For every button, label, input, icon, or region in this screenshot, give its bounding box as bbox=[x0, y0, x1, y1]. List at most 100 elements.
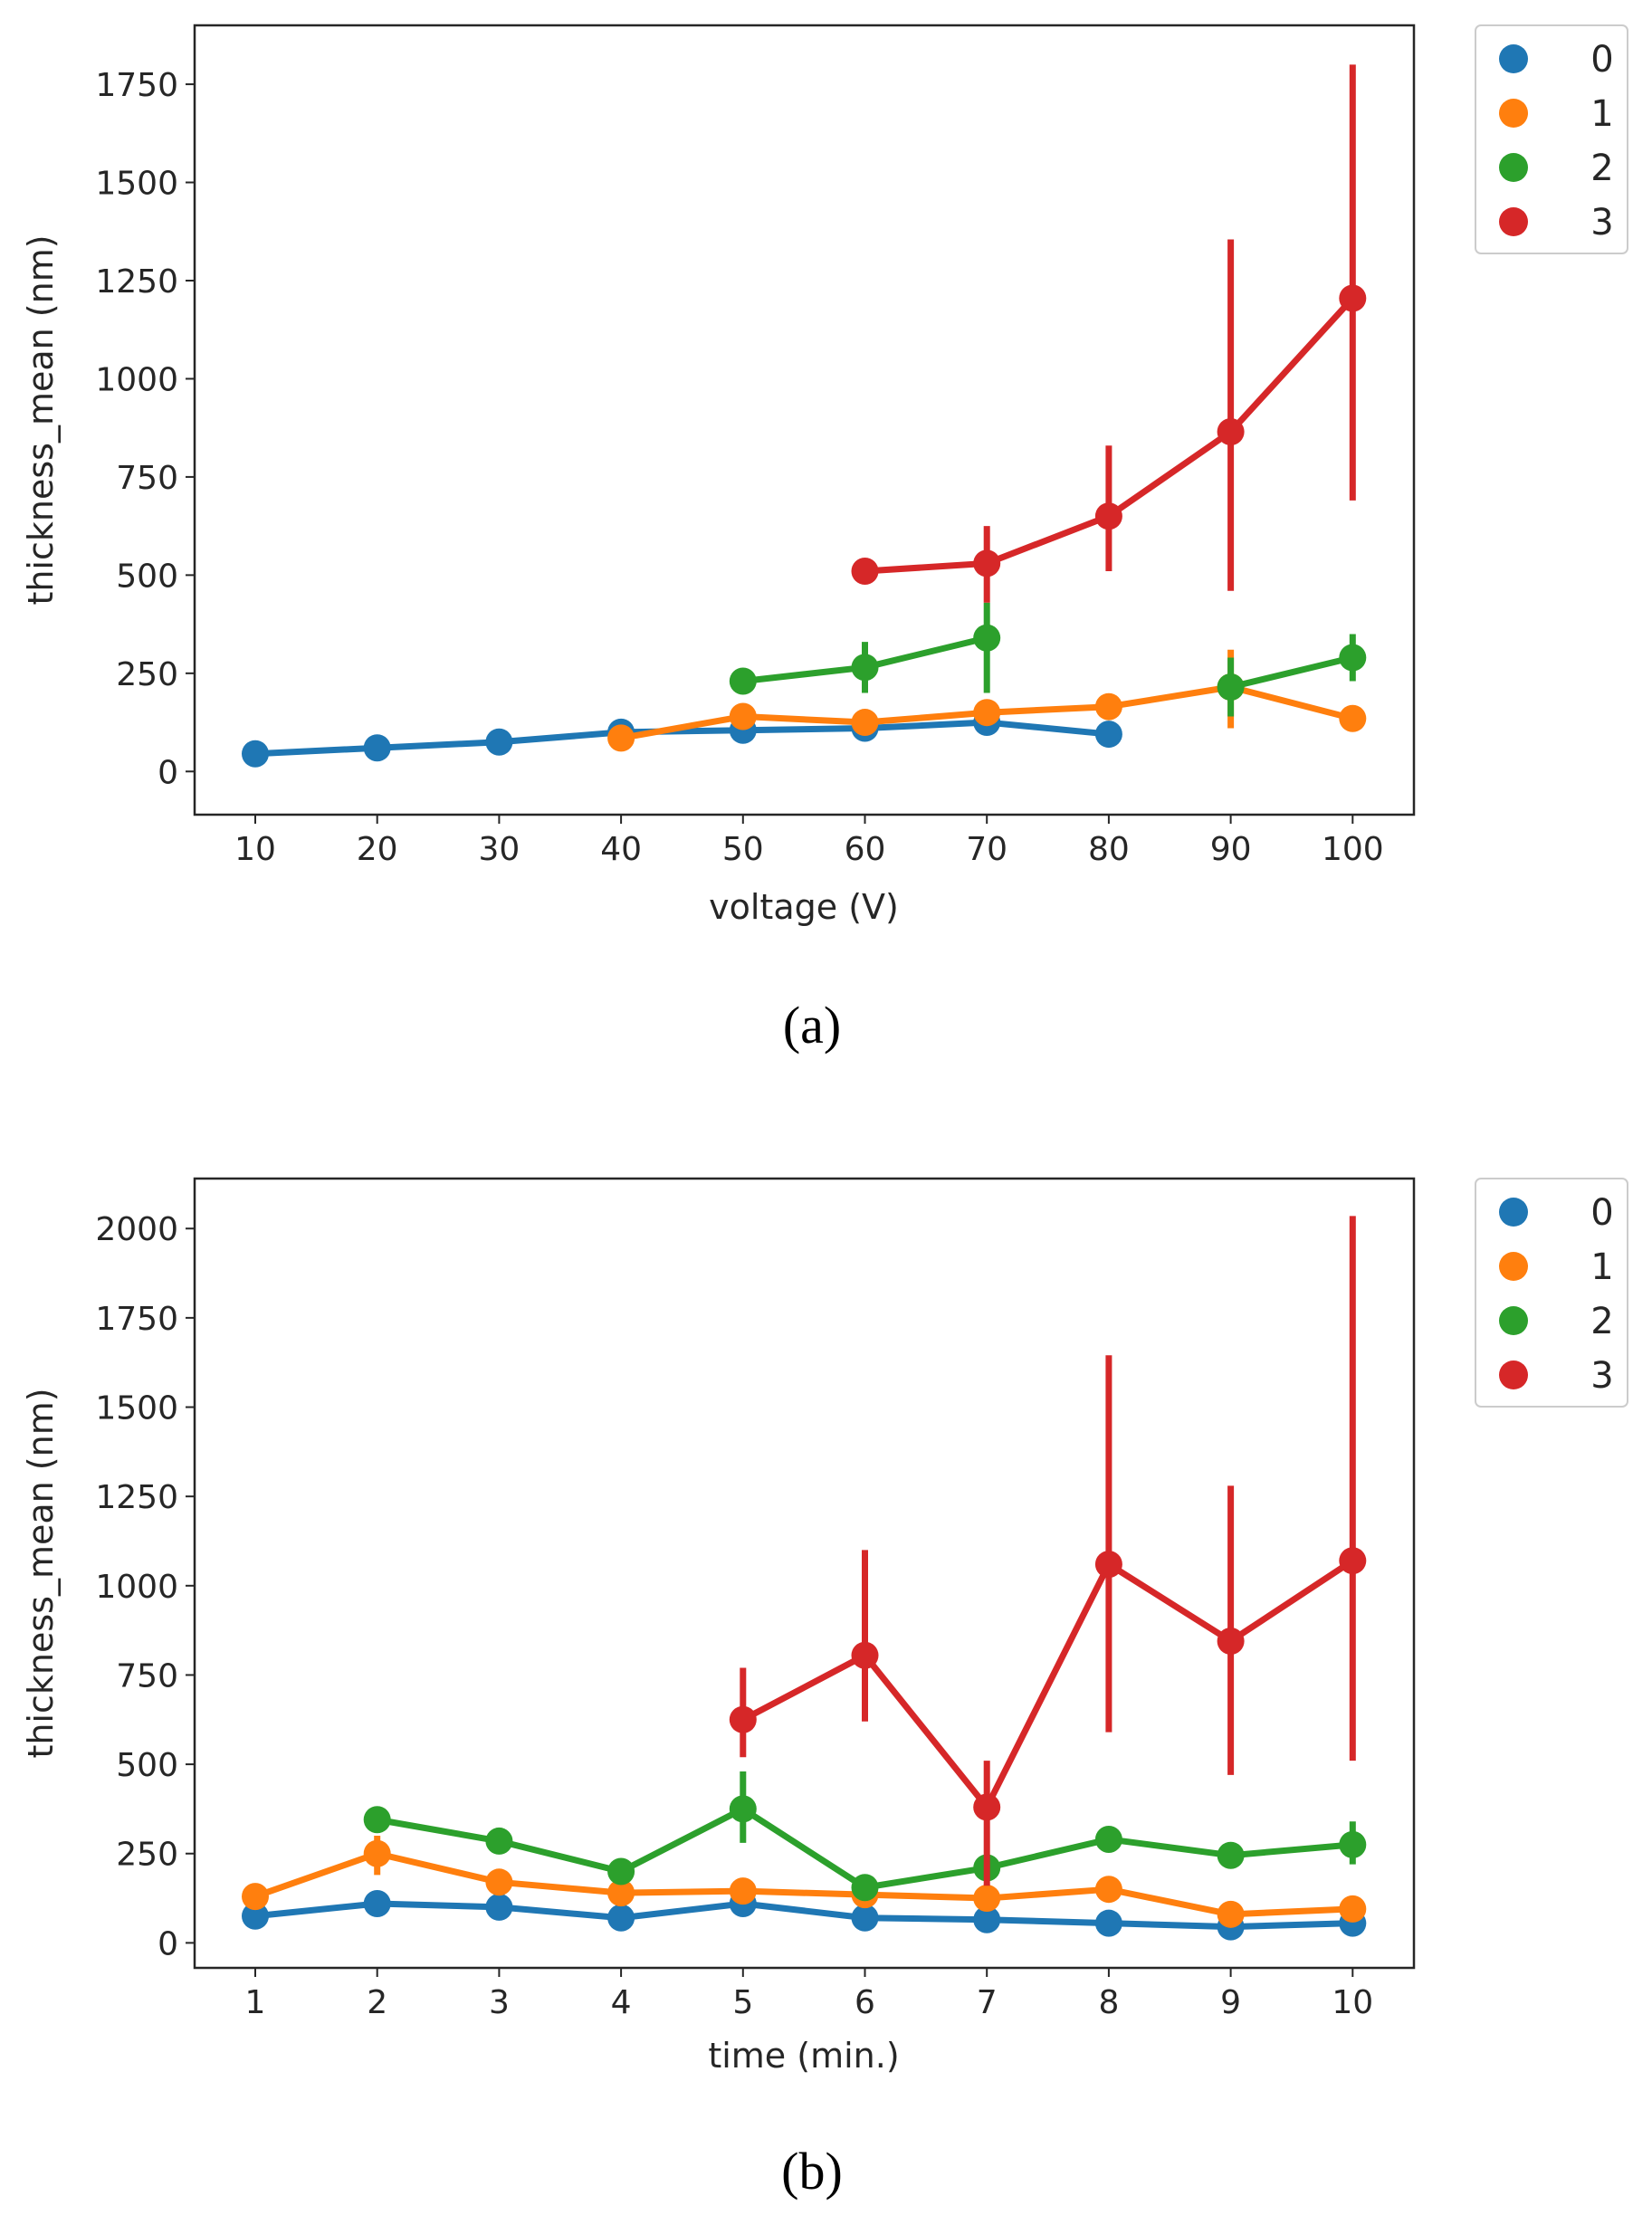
data-point bbox=[1217, 1900, 1245, 1928]
legend-label: 3 bbox=[1590, 1355, 1613, 1397]
series-2 bbox=[363, 1771, 1367, 1902]
data-point bbox=[973, 699, 1001, 727]
series-3 bbox=[851, 64, 1367, 603]
data-point bbox=[363, 1839, 391, 1867]
data-point bbox=[851, 654, 879, 682]
y-axis-label: thickness_mean (nm) bbox=[21, 1388, 61, 1758]
data-point bbox=[729, 1877, 757, 1905]
plot-frame bbox=[193, 24, 1416, 816]
y-tick-label: 0 bbox=[158, 754, 178, 791]
data-point bbox=[729, 667, 757, 695]
y-tick-label: 2000 bbox=[95, 1211, 178, 1248]
figure-a: 10 20 30 40 50 60 70 80 90 100 0 250 500 750 1000 1250… bbox=[21, 24, 1628, 1055]
legend-label: 3 bbox=[1590, 202, 1613, 243]
x-tick-label: 40 bbox=[600, 831, 642, 868]
x-tick-label: 10 bbox=[234, 831, 276, 868]
x-axis-label: voltage (V) bbox=[709, 887, 899, 927]
data-point bbox=[363, 1889, 391, 1917]
x-tick-label: 80 bbox=[1088, 831, 1130, 868]
data-point bbox=[973, 549, 1001, 578]
data-point bbox=[1339, 1830, 1367, 1858]
data-point bbox=[1339, 704, 1367, 732]
series-1 bbox=[242, 1836, 1367, 1928]
data-point bbox=[1094, 692, 1122, 721]
legend-frame bbox=[1475, 1178, 1628, 1408]
plot-frame bbox=[193, 1177, 1416, 1970]
data-point bbox=[1339, 284, 1367, 312]
data-point bbox=[607, 1857, 635, 1886]
data-point bbox=[1094, 721, 1122, 749]
y-tick-label: 1000 bbox=[95, 361, 178, 398]
data-point bbox=[851, 558, 879, 586]
series-2 bbox=[729, 602, 1367, 717]
data-point bbox=[607, 1904, 635, 1932]
x-tick-label: 7 bbox=[977, 1984, 998, 2021]
y-tick-label: 1750 bbox=[95, 67, 178, 104]
data-point bbox=[485, 1868, 513, 1896]
x-tick-label: 6 bbox=[855, 1984, 875, 2021]
x-tick-label: 2 bbox=[367, 1984, 387, 2021]
data-point bbox=[242, 1883, 269, 1911]
legend-label: 1 bbox=[1590, 93, 1613, 135]
x-tick-label: 5 bbox=[732, 1984, 753, 2021]
y-tick-label: 750 bbox=[116, 460, 178, 497]
data-point bbox=[1217, 418, 1245, 446]
legend: 0 1 2 3 bbox=[1475, 1178, 1628, 1408]
x-tick-label: 90 bbox=[1210, 831, 1252, 868]
series-line bbox=[252, 719, 1112, 758]
data-point bbox=[729, 702, 757, 730]
data-point bbox=[973, 1885, 1001, 1913]
y-tick-label: 250 bbox=[116, 1837, 178, 1874]
data-point bbox=[973, 1793, 1001, 1821]
figure-caption: (a) bbox=[783, 996, 841, 1055]
x-tick-label: 8 bbox=[1098, 1984, 1119, 2021]
data-point bbox=[485, 1893, 513, 1921]
series-line bbox=[740, 1557, 1356, 1810]
legend-label: 2 bbox=[1590, 1301, 1613, 1342]
legend-label: 1 bbox=[1590, 1246, 1613, 1288]
data-point bbox=[607, 724, 635, 752]
y-tick-label: 1250 bbox=[95, 1479, 178, 1516]
legend-label: 2 bbox=[1590, 148, 1613, 189]
legend-label: 0 bbox=[1590, 1192, 1613, 1234]
chart-a-svg: 10 20 30 40 50 60 70 80 90 100 025050075010001250… bbox=[21, 24, 1628, 1055]
legend-marker bbox=[1499, 44, 1528, 73]
data-point bbox=[1217, 673, 1245, 702]
x-axis-label: time (min.) bbox=[708, 2036, 899, 2076]
x-tick-label: 1 bbox=[245, 1984, 266, 2021]
data-point bbox=[851, 1641, 879, 1669]
data-point bbox=[851, 1904, 879, 1932]
legend-marker bbox=[1499, 153, 1528, 182]
data-point bbox=[973, 1905, 1001, 1933]
data-point bbox=[973, 624, 1001, 652]
x-tick-label: 20 bbox=[357, 831, 398, 868]
data-point bbox=[1339, 1547, 1367, 1575]
y-tick-label: 500 bbox=[116, 1747, 178, 1784]
data-point bbox=[1217, 1627, 1245, 1655]
legend-marker bbox=[1499, 1198, 1528, 1227]
figure-caption: (b) bbox=[781, 2142, 843, 2201]
series-line bbox=[1227, 654, 1356, 691]
series-0 bbox=[242, 1889, 1367, 1941]
legend-label: 0 bbox=[1590, 39, 1613, 81]
data-point bbox=[242, 740, 269, 768]
y-tick-label: 1750 bbox=[95, 1301, 178, 1338]
x-tick-label: 3 bbox=[489, 1984, 510, 2021]
series-line bbox=[252, 1900, 1356, 1931]
x-tick-label: 70 bbox=[966, 831, 1007, 868]
data-point bbox=[1094, 1825, 1122, 1853]
legend-frame bbox=[1475, 24, 1628, 254]
legend-marker bbox=[1499, 1306, 1528, 1335]
data-point bbox=[242, 1902, 269, 1930]
data-point bbox=[1339, 1895, 1367, 1923]
data-point bbox=[729, 1795, 757, 1823]
figure-b: 1 2 3 4 5 6 7 8 9 10 0 250 500 750 1000 1250 1500 1750 20… bbox=[0, 1117, 1652, 2234]
x-tick-label: 30 bbox=[478, 831, 520, 868]
legend-marker bbox=[1499, 1360, 1528, 1389]
x-tick-label: 4 bbox=[611, 1984, 632, 2021]
legend-marker bbox=[1499, 99, 1528, 128]
y-tick-label: 500 bbox=[116, 558, 178, 595]
data-point bbox=[851, 709, 879, 737]
legend: 0 1 2 3 bbox=[1475, 24, 1628, 254]
y-tick-label: 1500 bbox=[95, 1390, 178, 1427]
